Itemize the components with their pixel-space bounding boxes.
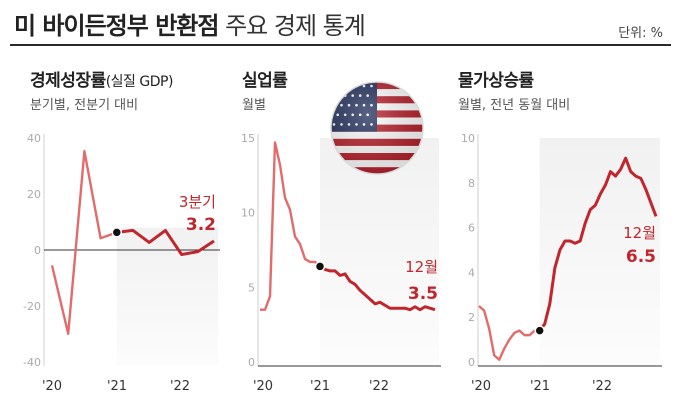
x-tick-label-unemployment: '21 [310,379,330,394]
annotation-value-inflation: 6.5 [626,247,656,267]
panel-unemployment-title: 실업률 [242,66,288,91]
y-tick-label-inflation: 0 [468,356,475,369]
annotation-value-unemployment: 3.5 [408,284,438,304]
panel-gdp-title: 경제성장률(실질 GDP) [30,66,173,91]
annotation-label-inflation: 12월 [623,224,656,242]
x-tick-label-inflation: '20 [471,379,491,394]
panel-gdp-title-sub: (실질 GDP) [105,74,174,90]
x-tick-label-inflation: '22 [592,379,612,394]
flag-star [336,94,339,97]
y-tick-label-unemployment: 5 [248,281,255,294]
y-tick-label-unemployment: 0 [248,356,255,369]
x-tick-label-gdp: '20 [42,379,62,394]
flag-star [332,84,336,88]
inauguration-dot-gdp [111,227,123,238]
series-line-highlight-inflation [538,156,658,332]
header-rule [10,44,671,46]
flag-star [332,103,336,107]
annotation-label-unemployment: 12월 [405,258,438,276]
x-tick-label-gdp: '21 [107,379,127,394]
inauguration-dot-unemployment [314,261,326,272]
panel-inflation-subtitle: 월별, 전년 동월 대비 [458,98,571,113]
panel-unemployment-subtitle: 월별 [242,98,266,113]
y-tick-label-unemployment: 15 [241,132,255,145]
x-tick-label-inflation: '21 [530,379,550,394]
x-tick-label-gdp: '22 [170,379,190,394]
flag-star [347,84,351,88]
annotation-label-gdp: 3분기 [179,193,216,211]
panel-unemployment-title-main: 실업률 [242,71,288,91]
flag-star [340,84,343,88]
page-title-sub: 주요 경제 통계 [225,12,366,40]
page-title-main: 미 바이든정부 반환점 [14,12,219,40]
y-tick-label-gdp: 0 [34,244,41,257]
y-tick-label-gdp: -40 [23,356,41,369]
y-tick-label-inflation: 6 [468,222,475,235]
series-line-highlight-gdp [116,228,215,256]
annotation-value-gdp: 3.2 [186,215,216,235]
y-tick-label-unemployment: 10 [241,207,255,220]
page-title: 미 바이든정부 반환점 주요 경제 통계 [14,6,366,41]
x-tick-label-unemployment: '20 [253,379,273,394]
unit-label: 단위: % [618,26,663,41]
us-flag-icon [330,81,424,175]
y-tick-label-inflation: 2 [468,311,475,324]
series-line-highlight-unemployment [319,265,436,312]
panel-gdp-subtitle: 분기별, 전분기 대비 [30,98,139,113]
panel-inflation-title-main: 물가상승률 [458,71,534,91]
y-tick-label-gdp: 40 [27,132,41,145]
series-line-pre-inflation [478,305,540,361]
series-line-pre-gdp [50,149,118,335]
y-tick-label-inflation: 8 [468,177,475,190]
inauguration-dot-inflation [534,325,545,336]
series-line-pre-unemployment [260,141,321,311]
y-tick-label-gdp: -20 [23,300,41,313]
y-tick-label-inflation: 4 [468,266,475,279]
x-tick-label-unemployment: '22 [369,379,389,394]
y-tick-label-inflation: 10 [461,132,475,145]
panel-inflation-title: 물가상승률 [458,66,534,91]
panel-gdp-title-main: 경제성장률 [30,71,106,91]
highlight-area-unemployment [320,138,439,366]
y-tick-label-gdp: 20 [27,188,41,201]
